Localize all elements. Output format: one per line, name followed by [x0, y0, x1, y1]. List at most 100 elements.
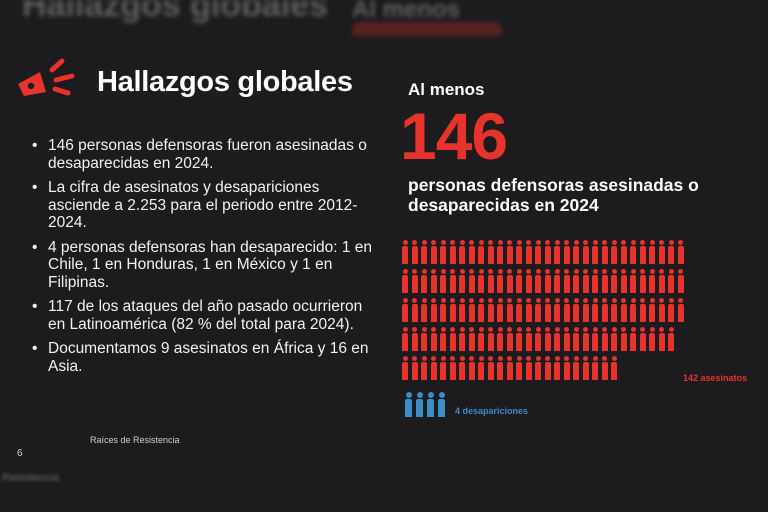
- person-killed-icon: [421, 240, 427, 264]
- person-killed-icon: [449, 356, 456, 380]
- person-killed-icon: [563, 327, 570, 351]
- person-killed-icon: [639, 298, 646, 322]
- person-killed-icon: [582, 269, 589, 293]
- person-killed-icon: [421, 269, 427, 293]
- person-killed-icon: [620, 269, 627, 293]
- person-killed-icon: [487, 327, 494, 351]
- person-killed-icon: [440, 269, 446, 293]
- person-killed-icon: [411, 269, 418, 293]
- ghost-title: Hallazgos globales: [22, 0, 329, 24]
- person-killed-icon: [592, 298, 598, 322]
- person-killed-icon: [440, 327, 446, 351]
- person-killed-icon: [402, 298, 408, 322]
- person-killed-icon: [468, 240, 475, 264]
- person-killed-icon: [535, 269, 541, 293]
- killed-label: 142 asesinatos: [683, 373, 748, 383]
- person-killed-icon: [620, 327, 627, 351]
- person-killed-icon: [430, 269, 437, 293]
- ghost-lead: Al menos: [352, 0, 461, 23]
- person-killed-icon: [658, 269, 665, 293]
- person-killed-icon: [544, 269, 551, 293]
- person-killed-icon: [573, 269, 579, 293]
- person-killed-icon: [506, 298, 513, 322]
- person-killed-icon: [487, 240, 494, 264]
- person-killed-icon: [554, 298, 560, 322]
- person-killed-icon: [449, 298, 456, 322]
- person-killed-icon: [525, 298, 532, 322]
- person-killed-icon: [544, 327, 551, 351]
- person-killed-icon: [554, 269, 560, 293]
- person-killed-icon: [611, 298, 617, 322]
- person-killed-icon: [658, 327, 665, 351]
- person-killed-icon: [554, 240, 560, 264]
- person-killed-icon: [497, 327, 503, 351]
- person-killed-icon: [402, 269, 408, 293]
- person-killed-icon: [554, 327, 560, 351]
- person-killed-icon: [421, 356, 427, 380]
- person-killed-icon: [563, 298, 570, 322]
- person-killed-icon: [649, 240, 655, 264]
- person-killed-icon: [402, 240, 408, 264]
- person-killed-icon: [506, 269, 513, 293]
- person-killed-icon: [516, 356, 522, 380]
- person-killed-icon: [487, 298, 494, 322]
- person-killed-icon: [630, 327, 636, 351]
- person-killed-icon: [592, 327, 598, 351]
- person-killed-icon: [449, 269, 456, 293]
- pictogram-row: [402, 269, 748, 293]
- person-killed-icon: [506, 327, 513, 351]
- person-killed-icon: [430, 356, 437, 380]
- person-killed-icon: [487, 356, 494, 380]
- person-killed-icon: [601, 298, 608, 322]
- person-killed-icon: [525, 269, 532, 293]
- person-killed-icon: [468, 327, 475, 351]
- person-killed-icon: [554, 356, 560, 380]
- person-killed-icon: [582, 327, 589, 351]
- person-disappeared-icon: [427, 392, 434, 417]
- person-killed-icon: [620, 240, 627, 264]
- person-killed-icon: [582, 356, 589, 380]
- person-killed-icon: [573, 298, 579, 322]
- footer-brand: Raíces de Resistencia: [90, 435, 180, 445]
- page-title: Hallazgos globales: [97, 66, 353, 98]
- person-killed-icon: [535, 327, 541, 351]
- person-killed-icon: [516, 269, 522, 293]
- person-killed-icon: [459, 356, 465, 380]
- person-killed-icon: [430, 240, 437, 264]
- person-killed-icon: [478, 327, 484, 351]
- person-killed-icon: [411, 327, 418, 351]
- ghost-bottom-text: Resistencia: [2, 472, 59, 484]
- person-killed-icon: [639, 327, 646, 351]
- stat-lead: Al menos: [408, 80, 485, 99]
- findings-list: 146 personas defensoras fueron asesinada…: [30, 137, 380, 382]
- person-killed-icon: [563, 269, 570, 293]
- person-killed-icon: [487, 269, 494, 293]
- person-killed-icon: [525, 356, 532, 380]
- person-killed-icon: [516, 298, 522, 322]
- person-killed-icon: [421, 298, 427, 322]
- person-killed-icon: [459, 269, 465, 293]
- stat-number: 146: [400, 99, 508, 173]
- person-killed-icon: [544, 356, 551, 380]
- person-killed-icon: [506, 356, 513, 380]
- person-killed-icon: [402, 327, 408, 351]
- person-killed-icon: [459, 240, 465, 264]
- person-killed-icon: [573, 327, 579, 351]
- person-killed-icon: [478, 298, 484, 322]
- person-killed-icon: [592, 356, 598, 380]
- person-killed-icon: [478, 356, 484, 380]
- person-killed-icon: [402, 356, 408, 380]
- person-killed-icon: [449, 327, 456, 351]
- person-killed-icon: [582, 240, 589, 264]
- person-killed-icon: [573, 240, 579, 264]
- person-killed-icon: [658, 240, 665, 264]
- person-killed-icon: [677, 240, 684, 264]
- person-killed-icon: [601, 269, 608, 293]
- person-killed-icon: [459, 327, 465, 351]
- person-killed-icon: [411, 240, 418, 264]
- person-killed-icon: [497, 298, 503, 322]
- person-killed-icon: [411, 298, 418, 322]
- pictogram-row: [402, 356, 748, 380]
- person-killed-icon: [430, 327, 437, 351]
- person-killed-icon: [478, 269, 484, 293]
